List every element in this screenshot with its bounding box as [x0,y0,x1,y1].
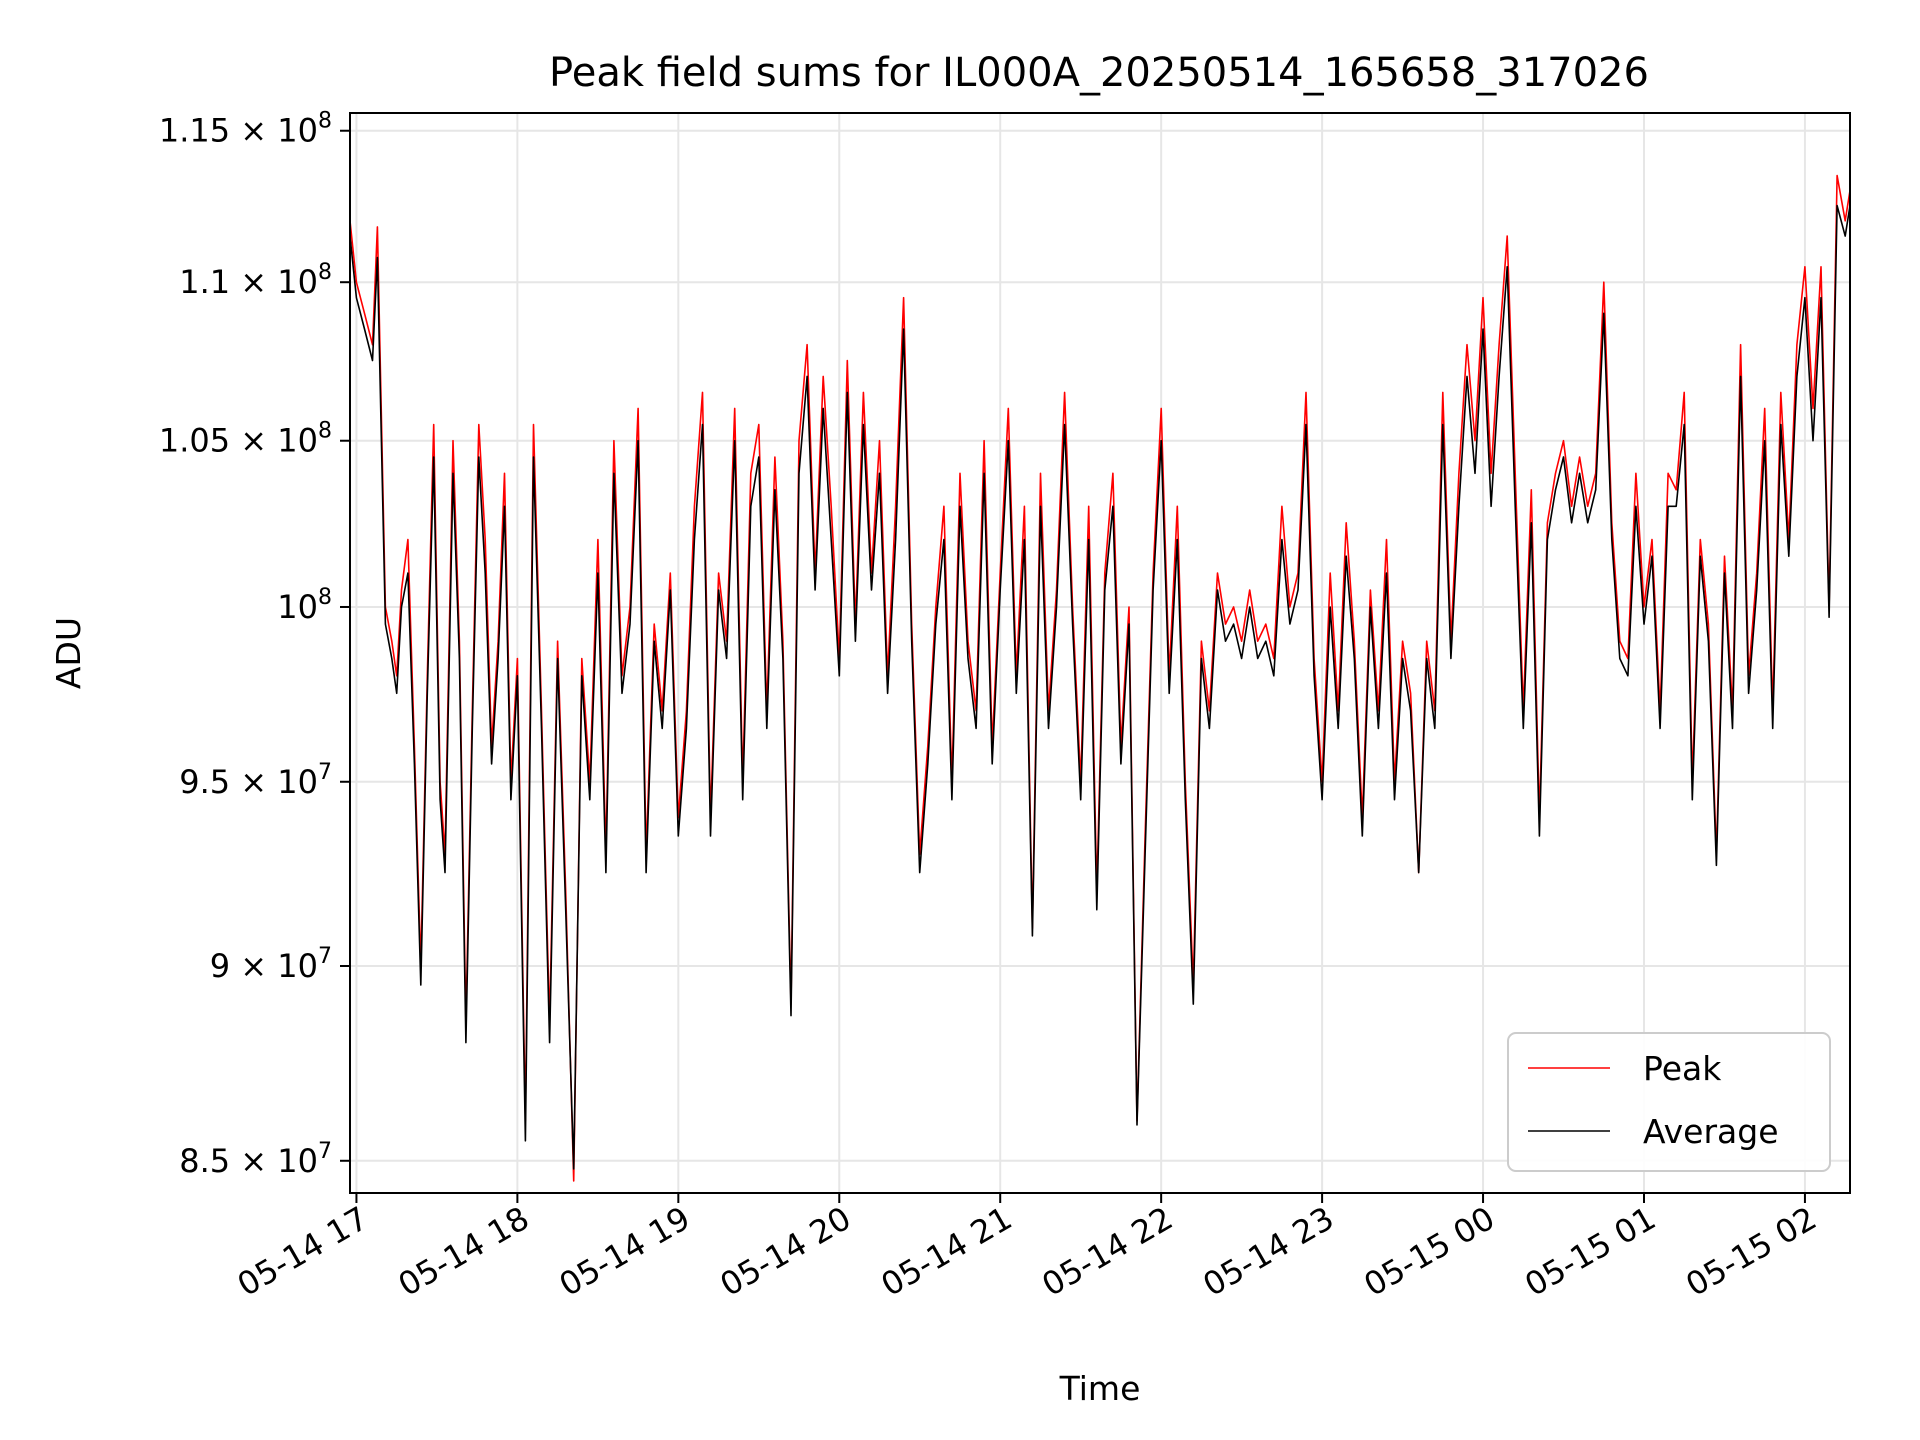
x-axis-label: Time [1059,1369,1141,1408]
y-tick-mantissa: 1.1 [179,263,230,301]
y-tick-mantissa: 1.15 [159,112,230,150]
y-tick-exponent: 8 [318,585,332,610]
y-tick-mantissa: 8.5 [179,1142,230,1180]
y-tick-exponent: 7 [318,1139,332,1164]
y-tick-label: 1.1 × 108 [179,260,332,301]
y-tick-exponent: 8 [318,260,332,285]
y-tick-mantissa: 9.5 [179,763,230,801]
series-lines [349,174,1851,1182]
legend: Peak Average [1507,1032,1831,1172]
legend-label-average: Average [1643,1112,1779,1151]
y-tick-label: 1.05 × 108 [159,419,332,460]
legend-label-peak: Peak [1643,1049,1722,1088]
chart-title: Peak field sums for IL000A_20250514_1656… [549,50,1649,96]
y-tick-label: 108 [277,585,332,626]
y-tick-exponent: 7 [318,760,332,785]
y-tick-exponent: 8 [318,419,332,444]
y-tick-label: 1.15 × 108 [159,109,332,150]
plot-frame [349,112,1851,1194]
y-tick-label: 9 × 107 [210,944,332,985]
y-tick-mantissa: 9 [210,947,230,985]
y-tick-mantissa: 1.05 [159,422,230,460]
y-tick-exponent: 8 [318,109,332,134]
series-line-average [349,204,1851,1170]
y-axis-label: ADU [49,617,88,689]
y-tick-exponent: 7 [318,944,332,969]
y-tick-label: 8.5 × 107 [179,1139,332,1180]
y-tick-label: 9.5 × 107 [179,760,332,801]
